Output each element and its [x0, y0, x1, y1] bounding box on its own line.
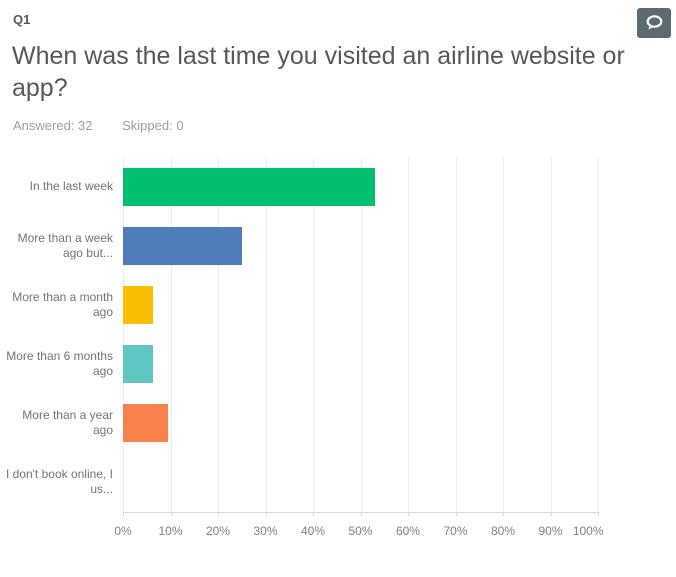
plot-area: [123, 157, 599, 516]
x-tick-label: 10%: [158, 524, 183, 538]
tick-mark: [598, 512, 599, 516]
category-label: I don't book online, I us...: [5, 467, 113, 497]
gridline: [170, 157, 172, 512]
tick-mark: [170, 512, 172, 516]
category-label: More than a month ago: [12, 289, 113, 319]
tick-mark: [123, 512, 124, 516]
x-tick-label: 90%: [538, 524, 563, 538]
category-label: More than a year ago: [22, 408, 113, 438]
bar[interactable]: [123, 285, 153, 324]
x-tick-label: 20%: [205, 524, 231, 538]
bar[interactable]: [123, 404, 168, 443]
category-label: In the last week: [29, 179, 113, 194]
tick-mark: [360, 512, 362, 516]
speech-bubble-icon: [646, 15, 663, 30]
tick-mark: [408, 512, 409, 516]
gridline: [218, 157, 219, 512]
category-label: More than 6 months ago: [6, 349, 113, 379]
comment-button[interactable]: [637, 8, 671, 38]
answered-count: Answered: 32: [13, 118, 93, 133]
tick-mark: [218, 512, 219, 516]
gridline: [598, 157, 599, 512]
skipped-count: Skipped: 0: [122, 118, 184, 133]
category-label: More than a week ago but...: [17, 230, 113, 260]
x-tick-label: 60%: [395, 524, 421, 538]
question-title: When was the last time you visited an ai…: [12, 42, 625, 102]
gridline: [550, 157, 552, 512]
tick-mark: [550, 512, 552, 516]
x-tick-label: 50%: [348, 524, 373, 538]
tick-mark: [313, 512, 314, 516]
category-labels: In the last week More than a week ago but…: [0, 157, 118, 512]
tick-mark: [503, 512, 504, 516]
gridline: [265, 157, 267, 512]
tick-mark: [455, 512, 457, 516]
x-tick-label: 0%: [114, 524, 132, 538]
gridline: [408, 157, 409, 512]
gridline: [455, 157, 457, 512]
axis-tick-labels: 0% 10% 20% 30% 40% 50% 60% 70% 80% 90% 100%: [114, 524, 603, 540]
gridline: [123, 157, 124, 512]
gridline: [503, 157, 504, 512]
x-tick-label: 70%: [443, 524, 468, 538]
bar[interactable]: [123, 345, 153, 384]
tick-mark: [265, 512, 267, 516]
gridline: [313, 157, 314, 512]
bar[interactable]: [123, 167, 376, 206]
x-tick-label: 100%: [572, 524, 604, 538]
question-number: Q1: [13, 12, 31, 27]
x-tick-label: 40%: [300, 524, 326, 538]
bar[interactable]: [123, 226, 242, 265]
x-tick-label: 80%: [490, 524, 516, 538]
response-stats: Answered: 32 Skipped: 0: [13, 118, 210, 133]
gridline: [360, 157, 362, 512]
x-tick-label: 30%: [253, 524, 278, 538]
